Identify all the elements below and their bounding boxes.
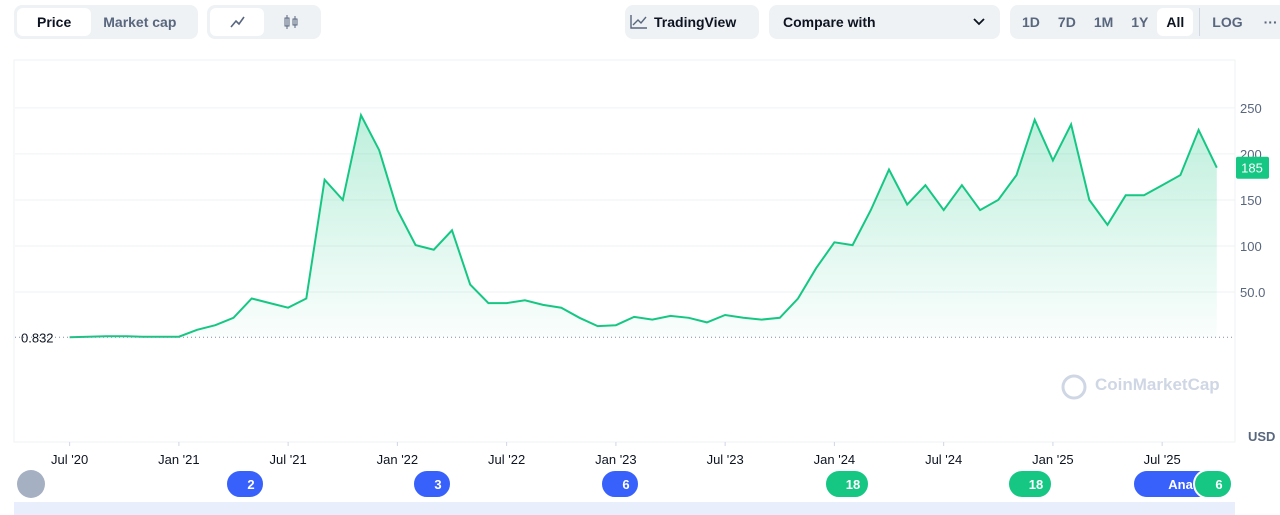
start-label: 0.832	[21, 330, 54, 345]
current-label: 185	[1241, 161, 1263, 176]
price-button[interactable]: Price	[17, 8, 92, 36]
event-label: 3	[434, 477, 441, 492]
tv-icon	[630, 15, 647, 29]
x-tick-label: Jul '24	[925, 452, 962, 467]
event-badge	[1193, 469, 1233, 499]
market-cap-button[interactable]: Market cap	[103, 14, 177, 30]
x-tick-label: Jan '25	[1032, 452, 1074, 467]
event-label: 18	[1029, 477, 1043, 492]
range-button[interactable]: 1D	[1022, 14, 1040, 30]
line-style-button[interactable]	[210, 8, 264, 36]
tradingview-button[interactable]: TradingView	[625, 5, 759, 39]
event-badge	[225, 469, 265, 499]
range-toggle: 1D 7D 1M 1Y All LOG ···	[1010, 5, 1280, 39]
navigator	[14, 502, 1235, 515]
range-button[interactable]: 1M	[1093, 14, 1114, 30]
event-label: Analy	[1168, 477, 1204, 492]
x-tick-label: Jul '22	[488, 452, 525, 467]
price-line	[69, 112, 1218, 339]
event-label: 18	[846, 477, 860, 492]
range-button[interactable]: LOG	[1199, 8, 1254, 36]
y-tick-label: 50.0	[1240, 285, 1265, 300]
watermark: CoinMarketCap	[1095, 375, 1220, 394]
event-badge	[412, 469, 452, 499]
y-tick-label: 150	[1240, 193, 1262, 208]
current-tag	[1236, 156, 1269, 179]
x-tick-label: Jul '21	[270, 452, 307, 467]
compare-label: Compare with	[783, 14, 876, 30]
candle-icon	[284, 15, 298, 29]
event-label: 6	[622, 477, 629, 492]
range-button[interactable]: 1Y	[1131, 14, 1149, 30]
range-button[interactable]: 7D	[1057, 14, 1076, 30]
event-badge	[1007, 469, 1053, 499]
range-button[interactable]: All	[1157, 8, 1194, 36]
area	[69, 115, 1217, 338]
mode-toggle: Price Market cap	[14, 5, 198, 39]
chart-style-toggle	[207, 5, 321, 39]
y-tick-label: 100	[1240, 239, 1262, 254]
watermark-logo	[1061, 374, 1087, 400]
currency-label: USD	[1248, 429, 1275, 444]
event-label: 6	[1215, 477, 1222, 492]
y-tick-label: 250	[1240, 101, 1262, 116]
x-tick-label: Jan '24	[814, 452, 856, 467]
line-icon	[230, 16, 245, 28]
compare-dropdown[interactable]: Compare with	[769, 5, 1000, 39]
x-tick-label: Jan '22	[377, 452, 419, 467]
x-tick-label: Jan '23	[595, 452, 637, 467]
candle-style-button[interactable]	[264, 8, 318, 36]
x-tick-label: Jul '25	[1144, 452, 1181, 467]
range-button[interactable]: ···	[1263, 14, 1278, 30]
x-tick-label: Jul '20	[51, 452, 88, 467]
plot-frame	[13, 59, 1236, 443]
history-button	[17, 470, 45, 498]
y-tick-label: 200	[1240, 147, 1262, 162]
event-badge	[1132, 469, 1228, 499]
event-badge	[824, 469, 870, 499]
tradingview-label: TradingView	[654, 14, 737, 30]
x-tick-label: Jul '23	[707, 452, 744, 467]
chevron	[973, 18, 985, 26]
event-badge	[600, 469, 640, 499]
event-label: 2	[247, 477, 254, 492]
x-tick-label: Jan '21	[158, 452, 200, 467]
